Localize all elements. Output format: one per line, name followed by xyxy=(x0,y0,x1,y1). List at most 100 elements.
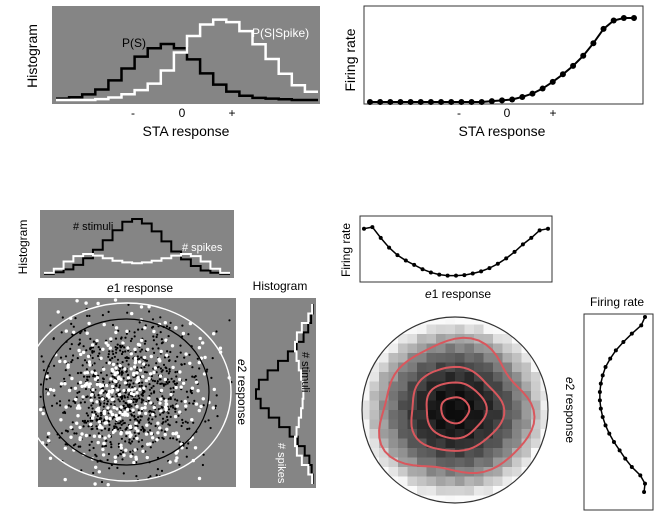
heatmap-cell xyxy=(436,372,446,382)
heatmap-cell xyxy=(426,457,437,468)
heatmap-cell xyxy=(417,324,427,335)
heatmap-cell xyxy=(483,400,494,411)
spike-point xyxy=(114,366,118,370)
heatmap-cell xyxy=(531,372,541,382)
spike-point xyxy=(194,380,199,384)
firing-rate-point-25 xyxy=(620,15,627,21)
stimulus-point xyxy=(88,375,91,378)
stimulus-point xyxy=(159,331,162,334)
heatmap-cell xyxy=(512,476,522,487)
firing-rate-point-14 xyxy=(509,96,516,103)
spike-point xyxy=(129,352,133,356)
stimulus-point xyxy=(89,337,92,340)
stimulus-point xyxy=(72,325,75,328)
stimulus-point xyxy=(91,346,95,349)
heatmap-cell xyxy=(531,486,541,496)
heatmap-cell xyxy=(426,438,437,449)
stimulus-point xyxy=(144,324,147,327)
e2-rate-point-13 xyxy=(603,423,608,428)
stimulus-point xyxy=(122,377,125,380)
stimulus-point xyxy=(161,395,164,398)
spike-point xyxy=(78,425,82,430)
heatmap-cell xyxy=(455,353,465,363)
stimulus-point xyxy=(143,428,146,432)
e1-firing-rate-points xyxy=(362,225,550,278)
spike-point xyxy=(101,447,105,452)
stimulus-point xyxy=(105,397,108,400)
heatmap-cell xyxy=(502,334,513,344)
stimulus-point xyxy=(123,407,126,410)
spike-point xyxy=(90,343,95,347)
firing-rate-point-5 xyxy=(417,99,424,105)
panel-c: # stimuli # spikes Histogram e1 response… xyxy=(16,210,316,488)
spike-point xyxy=(171,365,175,370)
heatmap-cell xyxy=(512,362,522,373)
spike-point xyxy=(184,352,188,356)
spike-point xyxy=(85,331,89,335)
stimulus-point xyxy=(134,435,137,438)
stimulus-point xyxy=(136,355,139,358)
stimulus-point xyxy=(104,427,107,430)
stimulus-point xyxy=(140,409,143,413)
stimulus-point xyxy=(145,371,148,374)
stimulus-point xyxy=(133,431,136,434)
stimulus-point xyxy=(85,412,88,415)
stimulus-point xyxy=(157,365,160,369)
heatmap-cell xyxy=(502,362,513,373)
heatmap-cell xyxy=(493,317,503,325)
stimulus-point xyxy=(167,412,170,415)
outer-circle xyxy=(22,302,232,482)
stimulus-point xyxy=(192,402,195,405)
stimulus-point xyxy=(53,364,56,367)
stimulus-point xyxy=(181,421,184,424)
stimulus-point xyxy=(133,418,136,421)
stimulus-point xyxy=(156,333,159,336)
e2-rate-point-1 xyxy=(639,323,644,328)
spike-point xyxy=(202,372,207,376)
stimulus-point xyxy=(71,421,74,424)
spike-point xyxy=(143,406,147,410)
stimulus-point xyxy=(141,445,144,448)
spike-point xyxy=(152,329,156,334)
heatmap-cell xyxy=(407,324,418,335)
heatmap-cell xyxy=(426,372,437,382)
heatmap-cell xyxy=(512,400,522,411)
stimulus-point xyxy=(160,429,163,432)
heatmap-cell xyxy=(531,317,541,325)
spike-point xyxy=(134,421,138,425)
heatmap-cell xyxy=(455,476,465,487)
spike-point xyxy=(83,384,87,388)
panel-c-top-xlabel: e1 response xyxy=(107,281,173,295)
spike-point xyxy=(102,412,107,416)
heatmap-cell xyxy=(379,438,389,449)
stimulus-point xyxy=(120,352,124,356)
spike-point xyxy=(78,380,83,385)
stimulus-point xyxy=(97,346,100,349)
heatmap-cell xyxy=(417,448,427,458)
panel-b-xlabel: STA response xyxy=(459,123,546,139)
stimulus-point xyxy=(155,335,158,339)
stimulus-point xyxy=(64,429,68,432)
stimulus-point xyxy=(45,378,48,381)
stimulus-point xyxy=(140,356,143,359)
heatmap-cell xyxy=(388,334,399,344)
spike-point xyxy=(212,332,216,336)
stimulus-point xyxy=(113,355,116,358)
heatmap-cell xyxy=(388,362,399,373)
spike-point xyxy=(95,376,100,380)
e2-rate-point-3 xyxy=(621,340,626,344)
stimulus-point xyxy=(207,419,210,422)
spike-point xyxy=(133,387,137,391)
heatmap-cell xyxy=(379,495,389,503)
heatmap-cell xyxy=(379,476,389,487)
stimulus-point xyxy=(173,382,176,385)
stimulus-point xyxy=(82,345,85,348)
spike-point xyxy=(133,347,137,351)
stimulus-point xyxy=(42,369,46,372)
spike-point xyxy=(90,370,94,374)
spike-point xyxy=(144,411,148,416)
stimulus-point xyxy=(90,440,93,443)
spike-point xyxy=(211,406,215,410)
stimulus-point xyxy=(124,440,127,443)
heatmap-cell xyxy=(379,467,389,477)
